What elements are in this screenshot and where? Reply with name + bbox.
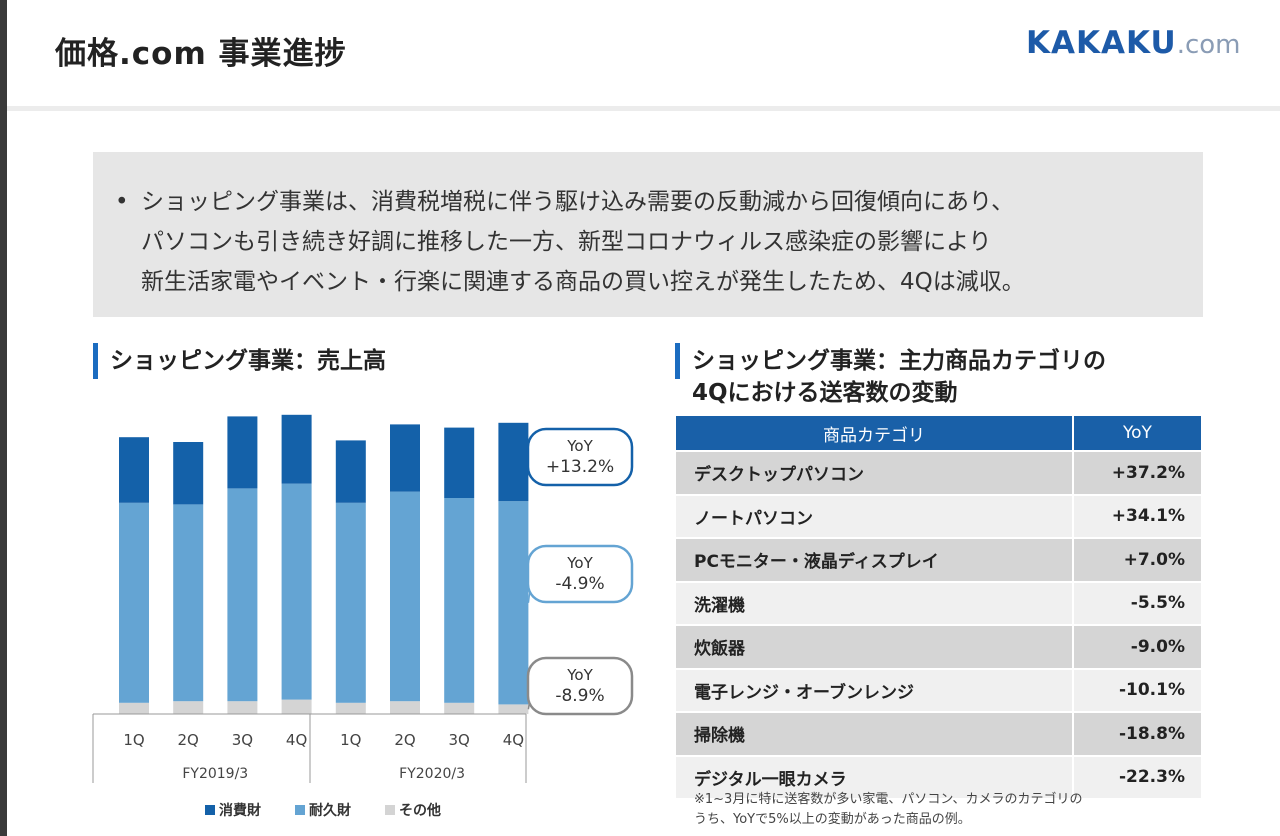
- bar-segment: [498, 422, 529, 502]
- bar-segment: [444, 702, 475, 714]
- bar-segment: [119, 437, 149, 503]
- page-title: 価格.com 事業進捗: [55, 36, 347, 72]
- row-category: 掃除機: [676, 711, 1073, 756]
- summary-text: ショッピング事業は、消費税増税に伴う駆け込み需要の反動減から回復傾向にあり、 パ…: [141, 189, 1025, 295]
- bar-segment: [390, 491, 420, 702]
- right-section-title-line1: ショッピング事業：主力商品カテゴリの: [692, 348, 1106, 374]
- table-row: ノートパソコン +34.1%: [676, 493, 1201, 538]
- row-category: PCモニター・液晶ディスプレイ: [676, 537, 1073, 582]
- yoy-callout-value: -8.9%: [555, 686, 604, 706]
- left-section-accent-bar: [93, 343, 98, 379]
- header-category: 商品カテゴリ: [676, 416, 1073, 451]
- bar-segment: [390, 701, 420, 714]
- bar-segment: [173, 701, 204, 714]
- bar-segment: [335, 502, 366, 703]
- group-label: FY2020/3: [399, 766, 465, 782]
- summary-box: • ショッピング事業は、消費税増税に伴う駆け込み需要の反動減から回復傾向にあり、…: [93, 152, 1203, 317]
- legend-swatch: [385, 805, 395, 815]
- row-category: 洗濯機: [676, 580, 1073, 625]
- row-yoy: +7.0%: [1072, 537, 1201, 582]
- yoy-callout: [526, 656, 634, 716]
- row-yoy: +34.1%: [1072, 493, 1201, 538]
- table-row: デスクトップパソコン +37.2%: [676, 450, 1201, 495]
- row-category: デスクトップパソコン: [676, 450, 1073, 495]
- bar-segment: [281, 483, 312, 700]
- logo-suffix: .com: [1176, 30, 1241, 60]
- x-tick-label: 1Q: [340, 731, 361, 749]
- legend-swatch: [205, 805, 215, 815]
- bar-segment: [227, 701, 258, 714]
- table-header-row: 商品カテゴリ YoY: [676, 416, 1201, 451]
- yoy-callout: [526, 427, 634, 487]
- x-tick-label: 2Q: [394, 731, 415, 749]
- table-row: 掃除機 -18.8%: [676, 711, 1201, 756]
- yoy-callout-label: YoY: [566, 666, 593, 684]
- bar-segment: [498, 704, 529, 714]
- yoy-callout-value: -4.9%: [555, 574, 604, 594]
- x-tick-label: 4Q: [503, 731, 524, 749]
- bar-segment: [498, 501, 529, 705]
- window-edge: [0, 0, 7, 836]
- table-row: 洗濯機 -5.5%: [676, 580, 1201, 625]
- right-section-title-line2: 4Qにおける送客数の変動: [692, 380, 958, 406]
- table-row: 炊飯器 -9.0%: [676, 624, 1201, 669]
- table-row: 電子レンジ・オーブンレンジ -10.1%: [676, 667, 1201, 712]
- bar-segment: [281, 414, 312, 484]
- row-yoy: -5.5%: [1072, 580, 1201, 625]
- bar-segment: [119, 702, 149, 714]
- right-section-accent-bar: [675, 343, 680, 379]
- row-yoy: +37.2%: [1072, 450, 1201, 495]
- left-section-title: ショッピング事業：売上高: [110, 348, 386, 374]
- sales-stacked-bar-chart: 1Q 2Q 3Q 4Q 1Q 2Q 3Q 4Q FY2019/3 FY2020/3 消費財 耐久財 その…: [92, 414, 634, 819]
- bar-segment: [335, 440, 366, 503]
- x-tick-label: 4Q: [286, 731, 307, 749]
- kakaku-logo: KAKAKU.com: [1026, 28, 1240, 59]
- bar-segment: [390, 424, 420, 492]
- table-footnote: ※1~3月に特に送客数が多い家電、パソコン、カメラのカテゴリの うち、YoYで5…: [694, 792, 1083, 827]
- bar-segment: [227, 416, 258, 489]
- row-category: デジタル一眼カメラ: [676, 754, 1073, 798]
- yoy-callout-value: +13.2%: [546, 457, 614, 477]
- legend-label: その他: [399, 802, 441, 819]
- row-category: 炊飯器: [676, 624, 1073, 669]
- header-yoy: YoY: [1072, 416, 1201, 451]
- group-label: FY2019/3: [182, 766, 248, 782]
- bar-segment: [173, 442, 204, 505]
- bar-segment: [173, 504, 204, 702]
- x-tick-label: 2Q: [178, 731, 199, 749]
- bar-segment: [281, 699, 312, 714]
- bar-segment: [119, 502, 149, 703]
- row-category: ノートパソコン: [676, 493, 1073, 538]
- row-yoy: -18.8%: [1072, 711, 1201, 756]
- logo-brand: KAKAKU: [1026, 25, 1177, 61]
- x-tick-label: 3Q: [232, 731, 253, 749]
- row-yoy: -9.0%: [1072, 624, 1201, 669]
- yoy-callout-label: YoY: [566, 554, 593, 572]
- legend-swatch: [295, 805, 305, 815]
- x-tick-label: 1Q: [123, 731, 144, 749]
- bar-segment: [227, 488, 258, 702]
- category-yoy-table: 商品カテゴリ YoY デスクトップパソコン +37.2% ノートパソコン +34.1…: [676, 416, 1201, 798]
- bar-segment: [444, 498, 475, 703]
- bar-segment: [335, 702, 366, 714]
- yoy-callout-label: YoY: [566, 437, 593, 455]
- x-tick-label: 3Q: [449, 731, 470, 749]
- legend-label: 消費財: [219, 802, 261, 819]
- yoy-callout: [526, 544, 634, 604]
- header-divider: [7, 106, 1280, 111]
- table-row: デジタル一眼カメラ -22.3%: [676, 754, 1201, 798]
- row-category: 電子レンジ・オーブンレンジ: [676, 667, 1073, 712]
- row-yoy: -22.3%: [1072, 754, 1201, 798]
- legend-label: 耐久財: [309, 802, 351, 819]
- bar-segment: [444, 427, 475, 498]
- summary-bullet: •: [115, 189, 129, 215]
- row-yoy: -10.1%: [1072, 667, 1201, 712]
- table-row: PCモニター・液晶ディスプレイ +7.0%: [676, 537, 1201, 582]
